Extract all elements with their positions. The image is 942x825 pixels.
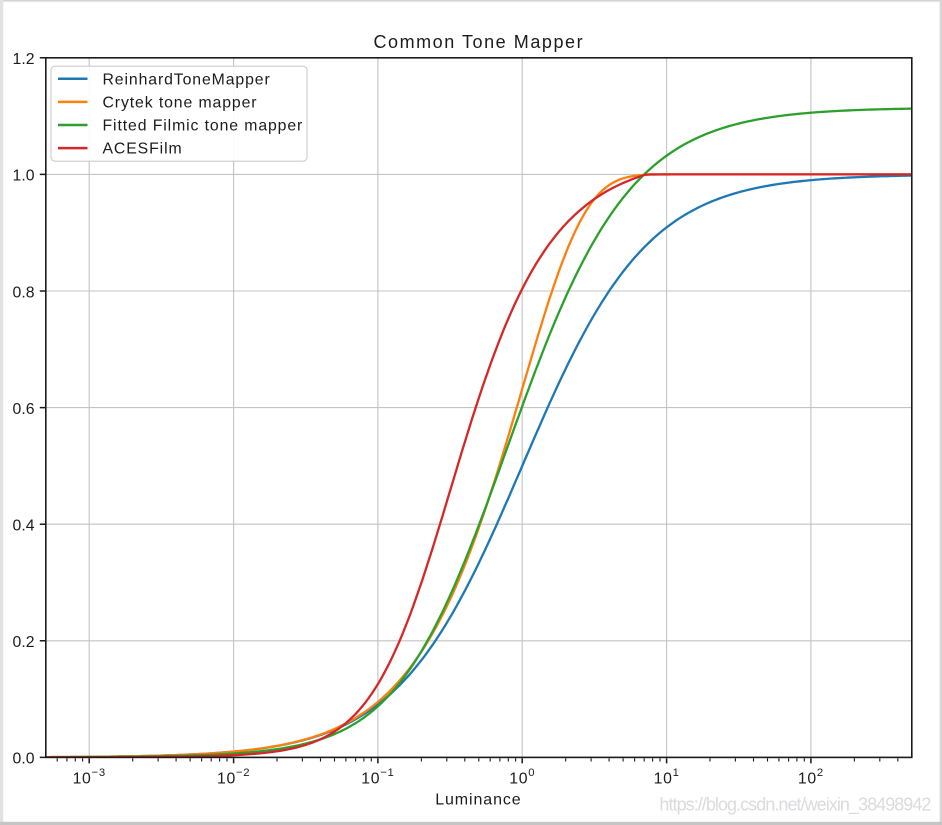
svg-text:101: 101	[654, 767, 680, 788]
svg-text:0.4: 0.4	[13, 518, 35, 535]
svg-text:ReinhardToneMapper: ReinhardToneMapper	[103, 71, 271, 88]
svg-text:Fitted Filmic tone mapper: Fitted Filmic tone mapper	[103, 118, 304, 135]
svg-text:1.2: 1.2	[13, 51, 35, 68]
svg-text:100: 100	[509, 767, 535, 788]
svg-text:0.8: 0.8	[13, 284, 35, 301]
svg-text:https://blog.csdn.net/weixin_3: https://blog.csdn.net/weixin_38498942	[659, 795, 931, 816]
svg-text:0.2: 0.2	[13, 634, 35, 651]
svg-text:0.0: 0.0	[13, 751, 35, 768]
svg-text:ACESFilm: ACESFilm	[103, 141, 183, 158]
svg-text:0.6: 0.6	[13, 401, 35, 418]
svg-text:1.0: 1.0	[13, 168, 35, 185]
svg-text:Luminance: Luminance	[435, 791, 521, 808]
svg-text:Common Tone Mapper: Common Tone Mapper	[373, 32, 584, 52]
svg-text:102: 102	[798, 767, 824, 788]
svg-text:Crytek tone mapper: Crytek tone mapper	[103, 95, 258, 112]
